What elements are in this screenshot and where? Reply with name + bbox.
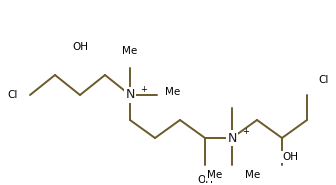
- Text: N: N: [227, 132, 237, 144]
- Text: Cl: Cl: [318, 75, 328, 85]
- Text: Cl: Cl: [8, 90, 18, 100]
- Text: N: N: [125, 88, 135, 102]
- Text: Me: Me: [122, 46, 138, 56]
- Text: Me: Me: [207, 170, 222, 180]
- Text: OH: OH: [72, 42, 88, 52]
- Text: OH: OH: [282, 152, 298, 162]
- Text: +: +: [140, 85, 147, 94]
- Text: Me: Me: [165, 87, 180, 97]
- Text: +: +: [242, 127, 249, 136]
- Text: OH: OH: [197, 175, 213, 185]
- Text: Me: Me: [245, 170, 260, 180]
